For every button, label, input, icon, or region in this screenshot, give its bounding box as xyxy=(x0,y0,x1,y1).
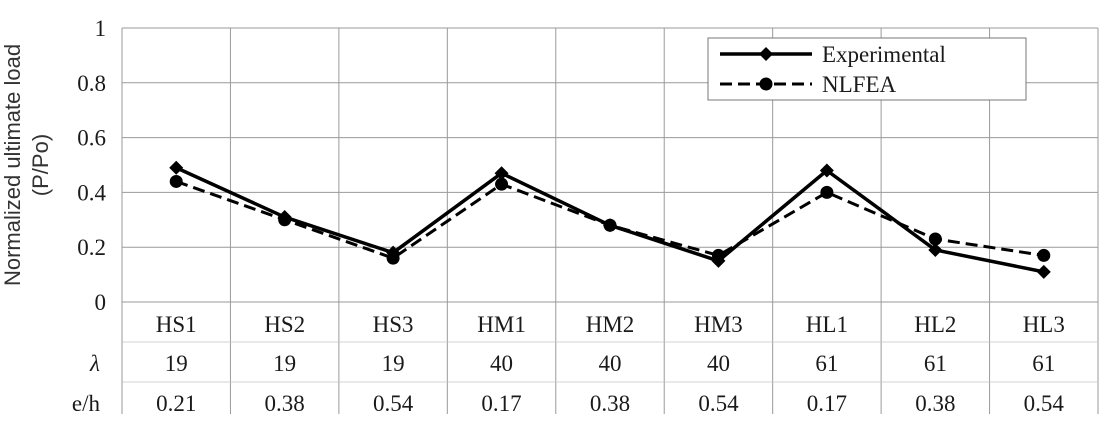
legend-circle-marker xyxy=(759,77,773,91)
table-row-label: e/h xyxy=(72,391,101,416)
circle-marker xyxy=(820,185,834,199)
table-cell: 40 xyxy=(490,351,513,376)
table-cell: 19 xyxy=(273,351,296,376)
diamond-marker xyxy=(1036,264,1051,279)
circle-marker xyxy=(1037,248,1051,262)
table-cell: 61 xyxy=(924,351,947,376)
category-label: HL1 xyxy=(806,312,848,337)
table-cell: 19 xyxy=(165,351,188,376)
diamond-marker xyxy=(277,210,292,225)
legend-box xyxy=(707,37,1027,101)
table-cell: 0.38 xyxy=(590,391,630,416)
table-cell: 0.54 xyxy=(1024,391,1065,416)
y-axis: 0 0.2 0.4 0.6 0.8 1 xyxy=(77,16,106,315)
category-label: HL3 xyxy=(1023,312,1065,337)
y-tick-label: 0.8 xyxy=(77,71,106,96)
category-label: HL2 xyxy=(914,312,956,337)
data-series xyxy=(169,160,1051,279)
y-tick-label: 0 xyxy=(95,290,107,315)
legend-label: NLFEA xyxy=(822,72,897,97)
gridlines xyxy=(121,27,1099,414)
table-cell: 0.38 xyxy=(915,391,955,416)
category-label: HM1 xyxy=(477,312,526,337)
table-cell: 40 xyxy=(707,351,730,376)
y-axis-title: Normalized ultimate load (P/Po) xyxy=(0,44,53,286)
table-cell: 19 xyxy=(382,351,405,376)
table-cell: 61 xyxy=(815,351,838,376)
parameter-table: λ 19 19 19 40 40 40 61 61 61 e/h 0.21 0.38 0.54 0.17 0.… xyxy=(72,351,1065,416)
y-tick-label: 1 xyxy=(95,16,107,41)
table-row-label: λ xyxy=(89,351,100,376)
table-cell: 0.38 xyxy=(265,391,305,416)
table-cell: 0.54 xyxy=(698,391,739,416)
category-label: HS1 xyxy=(156,312,197,337)
y-tick-label: 0.6 xyxy=(77,126,106,151)
category-label: HM2 xyxy=(586,312,635,337)
y-axis-title-line: (P/Po) xyxy=(28,134,53,196)
diamond-marker xyxy=(928,242,943,257)
y-tick-label: 0.2 xyxy=(77,235,106,260)
category-labels: HS1 HS2 HS3 HM1 HM2 HM3 HL1 HL2 HL3 xyxy=(156,312,1065,337)
diamond-marker xyxy=(494,166,509,181)
category-label: HS2 xyxy=(264,312,305,337)
circle-marker xyxy=(928,232,942,246)
legend: Experimental NLFEA xyxy=(707,37,1027,101)
y-tick-label: 0.4 xyxy=(77,180,106,205)
circle-marker xyxy=(495,177,509,191)
table-cell: 0.17 xyxy=(807,391,847,416)
category-label: HM3 xyxy=(694,312,743,337)
diamond-marker xyxy=(711,253,726,268)
diamond-marker xyxy=(386,245,401,260)
legend-label: Experimental xyxy=(822,42,946,67)
diamond-marker xyxy=(603,218,617,233)
table-cell: 61 xyxy=(1032,351,1055,376)
diamond-marker xyxy=(169,160,184,175)
table-cell: 0.21 xyxy=(156,391,196,416)
diamond-marker xyxy=(819,163,834,178)
category-label: HS3 xyxy=(373,312,414,337)
legend-diamond-marker xyxy=(759,47,773,61)
table-cell: 0.17 xyxy=(481,391,521,416)
circle-marker xyxy=(169,174,183,188)
series-experimental xyxy=(169,160,1051,279)
table-cell: 40 xyxy=(599,351,622,376)
table-cell: 0.54 xyxy=(373,391,414,416)
y-axis-title-line: Normalized ultimate load xyxy=(0,44,25,286)
